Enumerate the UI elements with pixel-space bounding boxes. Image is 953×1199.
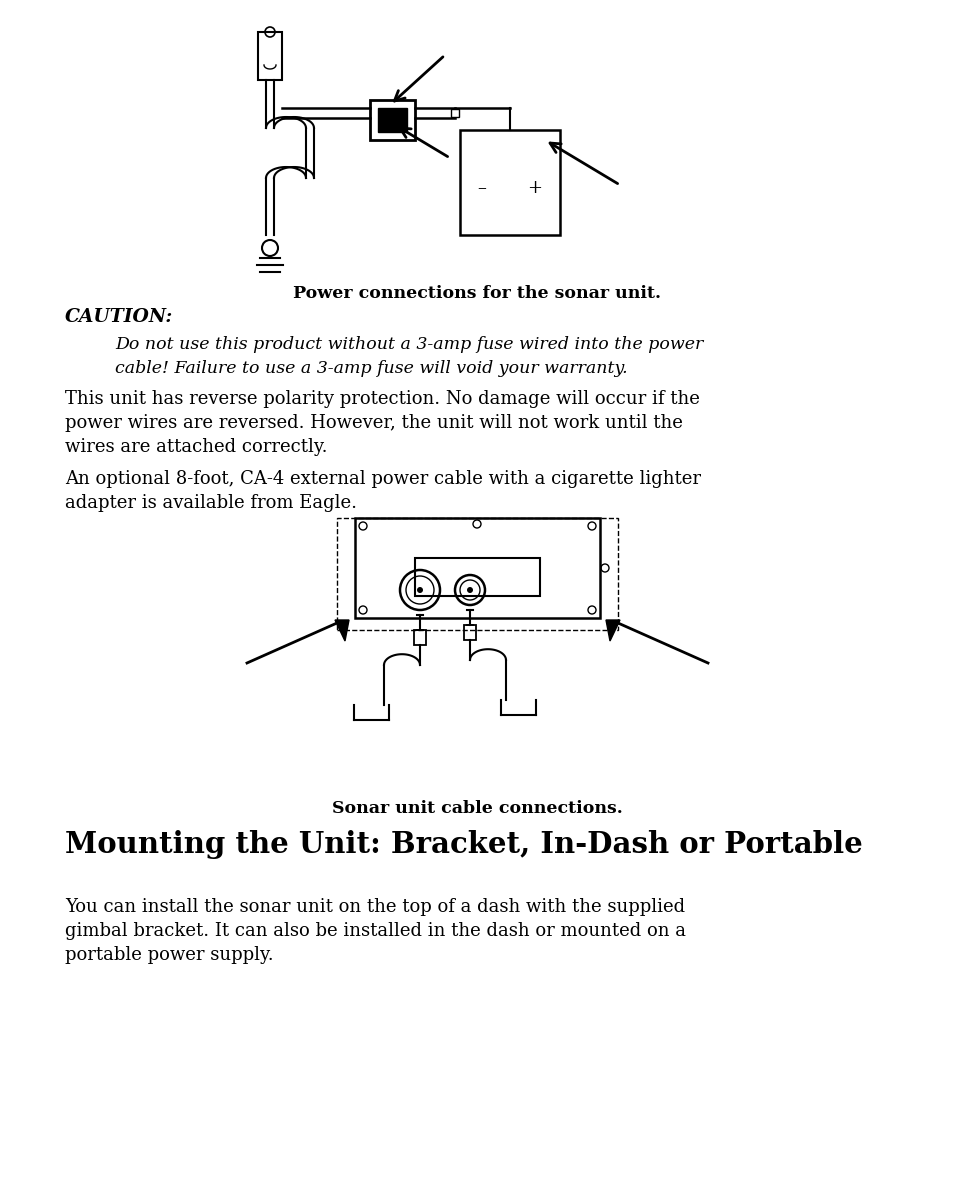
Bar <box>370 100 415 140</box>
Text: power wires are reversed. However, the unit will not work until the: power wires are reversed. However, the u… <box>65 414 682 432</box>
Bar <box>463 625 476 640</box>
Bar <box>257 32 282 80</box>
Bar <box>355 518 599 617</box>
Polygon shape <box>605 620 619 641</box>
Bar <box>451 109 458 118</box>
Text: wires are attached correctly.: wires are attached correctly. <box>65 438 327 456</box>
Bar <box>459 129 559 235</box>
Bar <box>415 558 539 596</box>
Bar <box>336 518 618 629</box>
Text: An optional 8-foot, CA-4 external power cable with a cigarette lighter: An optional 8-foot, CA-4 external power … <box>65 470 700 488</box>
Text: Sonar unit cable connections.: Sonar unit cable connections. <box>332 800 621 817</box>
Text: CAUTION:: CAUTION: <box>65 308 173 326</box>
Text: –: – <box>477 179 486 197</box>
Text: Mounting the Unit: Bracket, In-Dash or Portable: Mounting the Unit: Bracket, In-Dash or P… <box>65 830 862 858</box>
Text: You can install the sonar unit on the top of a dash with the supplied: You can install the sonar unit on the to… <box>65 898 684 916</box>
Circle shape <box>416 588 422 594</box>
Text: cable! Failure to use a 3-amp fuse will void your warranty.: cable! Failure to use a 3-amp fuse will … <box>115 360 627 376</box>
Text: gimbal bracket. It can also be installed in the dash or mounted on a: gimbal bracket. It can also be installed… <box>65 922 685 940</box>
Text: This unit has reverse polarity protection. No damage will occur if the: This unit has reverse polarity protectio… <box>65 390 700 408</box>
Bar <box>414 629 426 645</box>
Text: Power connections for the sonar unit.: Power connections for the sonar unit. <box>293 285 660 302</box>
Text: portable power supply.: portable power supply. <box>65 946 274 964</box>
Text: +: + <box>527 179 542 197</box>
Circle shape <box>467 588 473 594</box>
Polygon shape <box>335 620 349 641</box>
Text: adapter is available from Eagle.: adapter is available from Eagle. <box>65 494 356 512</box>
Bar <box>377 108 407 132</box>
Text: Do not use this product without a 3-amp fuse wired into the power: Do not use this product without a 3-amp … <box>115 336 702 353</box>
